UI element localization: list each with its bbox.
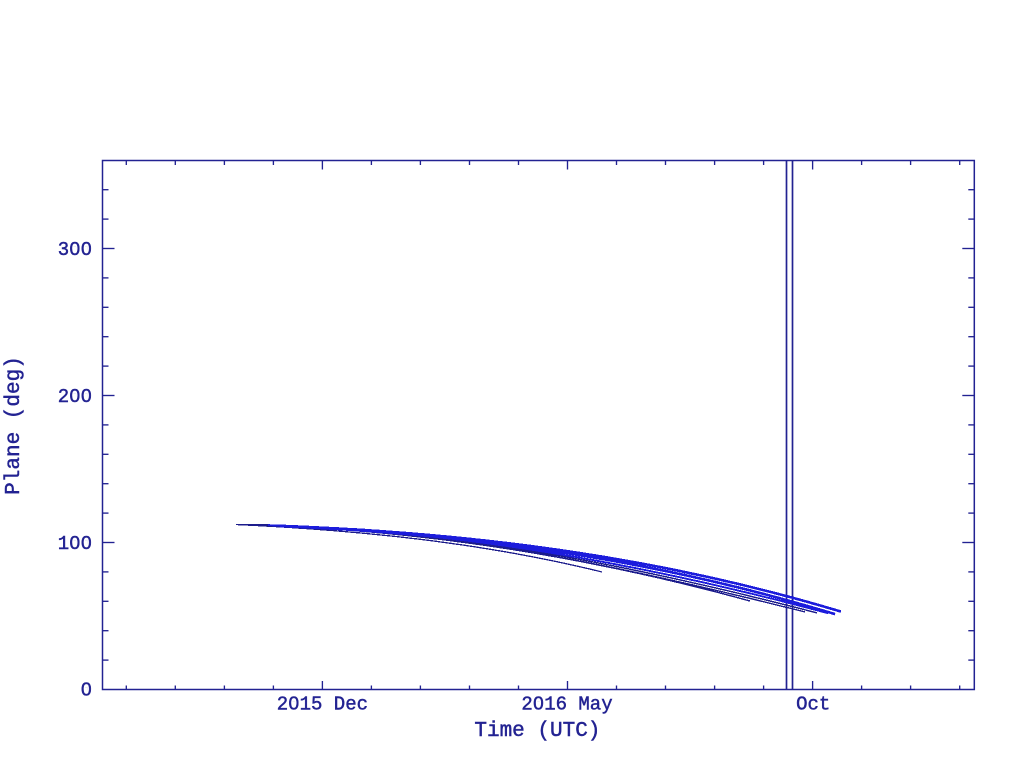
- svg-text:Plane (deg): Plane (deg): [3, 356, 26, 495]
- svg-text:Oct: Oct: [796, 694, 830, 716]
- svg-text:Time (UTC): Time (UTC): [474, 720, 600, 743]
- svg-text:2015 Dec: 2015 Dec: [277, 694, 368, 716]
- svg-text:2016 May: 2016 May: [521, 694, 612, 716]
